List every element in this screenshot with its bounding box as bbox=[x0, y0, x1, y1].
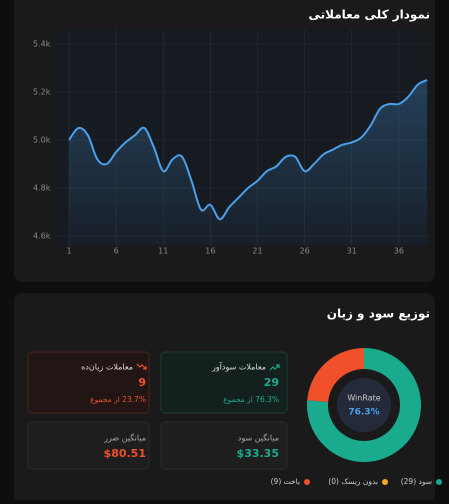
legend-label: باخت (9) bbox=[271, 477, 300, 486]
card-subtitle: 23.7% از مجموع bbox=[90, 395, 146, 404]
card-title: میانگین ضرر bbox=[103, 433, 146, 443]
legend-swatch bbox=[382, 479, 388, 485]
card-title: میانگین سود bbox=[238, 433, 279, 443]
card-value: $80.51 bbox=[104, 447, 146, 460]
card-value: 9 bbox=[138, 376, 146, 389]
center-title: WinRate bbox=[347, 394, 380, 403]
x-tick-label: 6 bbox=[114, 247, 119, 256]
legend-label: سود (29) bbox=[401, 477, 432, 486]
down-icon bbox=[136, 363, 147, 370]
x-tick-label: 36 bbox=[394, 247, 404, 256]
legend-label: بدون ریسک (0) bbox=[328, 477, 378, 486]
card-value: $33.35 bbox=[237, 447, 279, 460]
pie-title: توزیع سود و زیان bbox=[327, 307, 430, 322]
x-tick-label: 31 bbox=[347, 247, 357, 256]
y-tick-label: 5.2k bbox=[33, 88, 51, 97]
card-subtitle: 76.3% از مجموع bbox=[223, 395, 279, 404]
center-disc bbox=[337, 378, 391, 432]
x-tick-label: 11 bbox=[158, 247, 168, 256]
y-tick-label: 5.0k bbox=[33, 136, 51, 145]
center-value: 76.3% bbox=[348, 408, 379, 418]
up-icon bbox=[269, 364, 280, 371]
card-value: 29 bbox=[264, 376, 279, 389]
loss-card bbox=[27, 351, 150, 414]
x-tick-label: 16 bbox=[205, 247, 215, 256]
y-tick-label: 4.8k bbox=[33, 184, 51, 193]
x-tick-label: 21 bbox=[252, 247, 262, 256]
x-tick-label: 1 bbox=[66, 247, 71, 256]
avg-loss-card bbox=[27, 421, 150, 470]
legend-swatch bbox=[436, 479, 442, 485]
x-tick-label: 26 bbox=[300, 247, 310, 256]
card-title: معاملات زیان‌ده bbox=[81, 363, 133, 372]
legend-swatch bbox=[304, 479, 310, 485]
avg-profit-card bbox=[160, 421, 288, 470]
pie-slice bbox=[307, 348, 364, 403]
line bbox=[68, 79, 428, 221]
line-title: نمودار کلی معاملاتی bbox=[308, 8, 430, 23]
pie-slice bbox=[307, 348, 421, 462]
card-title: معاملات سودآور bbox=[211, 362, 266, 372]
area bbox=[69, 80, 428, 246]
profit-card bbox=[160, 351, 288, 414]
y-tick-label: 4.6k bbox=[33, 232, 51, 241]
y-tick-label: 5.4k bbox=[33, 40, 51, 49]
